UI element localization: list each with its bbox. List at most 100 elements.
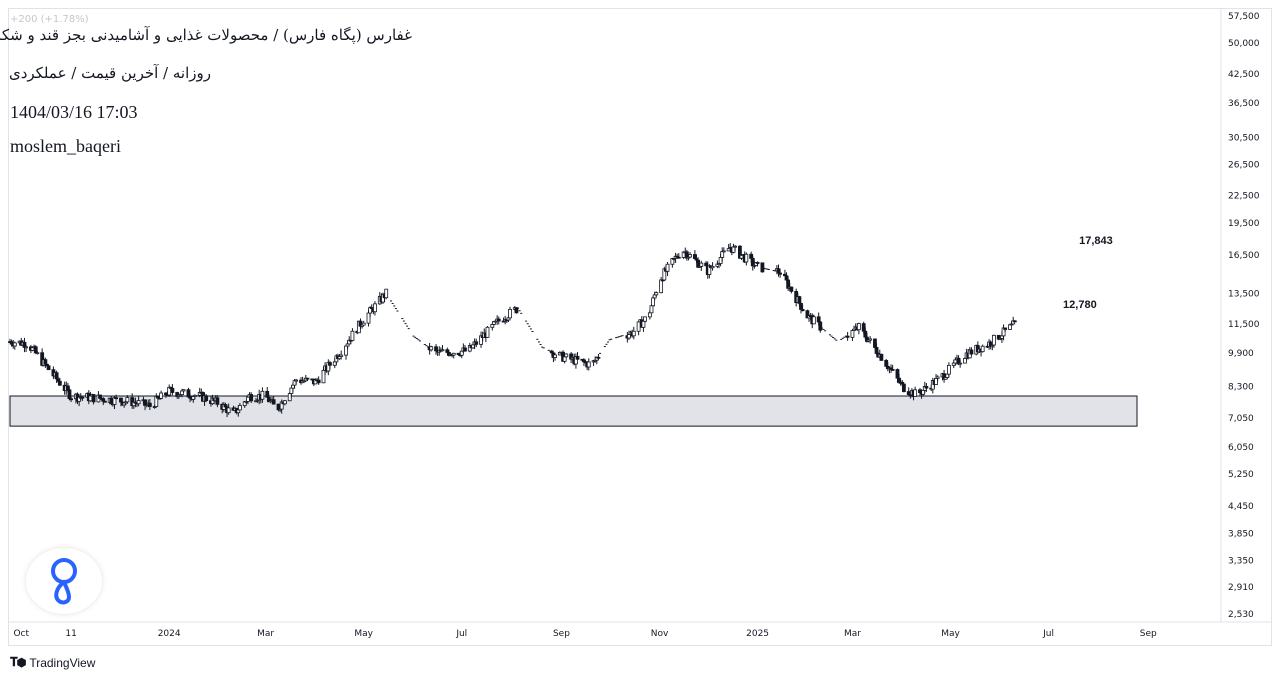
time-tick-label: Jul xyxy=(1042,629,1054,639)
candle xyxy=(654,291,659,297)
candle xyxy=(884,358,889,367)
candle xyxy=(688,252,692,258)
candle xyxy=(390,300,393,302)
candle xyxy=(396,310,399,312)
candle xyxy=(958,359,963,368)
candle xyxy=(692,250,697,260)
candle xyxy=(824,330,827,332)
candle xyxy=(434,344,438,355)
candle xyxy=(969,347,974,356)
candle xyxy=(260,387,265,403)
price-tick-label: 7,050 xyxy=(1228,414,1254,424)
candle xyxy=(474,338,479,348)
chart-datetime: 1404/03/16 17:03 xyxy=(10,102,138,122)
candle xyxy=(832,337,835,339)
candle xyxy=(553,352,557,361)
price-axis: 2,530 2,910 3,350 3,850 4,450 5,250 6,050 7,050… xyxy=(1228,12,1260,620)
candle xyxy=(618,336,621,338)
price-tick-label: 6,050 xyxy=(1228,443,1254,453)
candle xyxy=(147,399,152,410)
candle xyxy=(525,320,528,322)
candle xyxy=(616,336,619,338)
candle xyxy=(603,346,606,348)
candle xyxy=(238,403,242,411)
candle xyxy=(980,344,985,353)
tradingview-label: TradingView xyxy=(29,655,96,670)
candle xyxy=(733,245,737,252)
tradingview-mark-icon: 𝐓⬢ xyxy=(10,655,26,669)
price-tick-label: 2,910 xyxy=(1228,583,1254,593)
candle xyxy=(830,335,833,337)
candle xyxy=(850,329,855,342)
candle xyxy=(631,326,636,340)
candle xyxy=(608,339,611,341)
candle xyxy=(393,305,396,307)
candle xyxy=(361,320,366,326)
candle xyxy=(496,316,501,325)
candle xyxy=(384,288,389,300)
candle xyxy=(316,376,321,385)
chart-subtitle: روزانه / آخرین قیمت / عملکردی xyxy=(8,64,211,82)
candle xyxy=(901,383,906,393)
price-target-label: 17,843 xyxy=(1079,235,1113,247)
time-tick-label: Oct xyxy=(13,629,29,639)
candle xyxy=(547,349,550,351)
candle xyxy=(91,394,96,405)
price-tick-label: 36,500 xyxy=(1228,99,1260,109)
price-target-label: 12,780 xyxy=(1063,299,1097,311)
candle xyxy=(636,321,641,336)
candle xyxy=(350,328,355,341)
time-tick-label: Jul xyxy=(455,629,467,639)
candle xyxy=(947,362,951,378)
candle xyxy=(843,336,846,338)
candle xyxy=(423,343,426,345)
candle xyxy=(619,335,622,337)
candle xyxy=(1012,320,1017,323)
candle xyxy=(514,307,519,314)
candle xyxy=(369,304,374,309)
candle xyxy=(934,374,938,385)
candle xyxy=(596,353,601,361)
price-tick-label: 16,500 xyxy=(1228,251,1260,261)
chart-frame xyxy=(8,8,1272,646)
candle xyxy=(517,307,520,309)
price-tick-label: 2,530 xyxy=(1228,610,1254,620)
candle xyxy=(856,322,861,335)
candle xyxy=(518,310,521,312)
support-zone[interactable] xyxy=(9,395,1138,427)
candle xyxy=(12,341,17,350)
price-tick-label: 30,500 xyxy=(1228,133,1260,143)
price-tick-label: 57,500 xyxy=(1228,12,1260,22)
candle xyxy=(789,286,794,294)
candle xyxy=(845,331,850,341)
time-tick-label: Sep xyxy=(1140,629,1157,639)
candle xyxy=(401,318,404,320)
candle xyxy=(942,369,946,383)
candle xyxy=(841,337,844,339)
candle xyxy=(226,403,231,415)
location-pin-loop-icon[interactable] xyxy=(26,548,102,614)
candle xyxy=(615,337,618,339)
faded-price-change: +200 (+1.78%) xyxy=(10,14,89,25)
candle xyxy=(607,341,610,343)
candle xyxy=(641,319,646,332)
candle xyxy=(699,260,704,271)
candle xyxy=(69,396,73,403)
candle xyxy=(575,352,580,361)
candle xyxy=(564,353,569,358)
time-tick-label: May xyxy=(941,629,960,639)
candle xyxy=(776,264,781,277)
candle xyxy=(811,314,816,325)
candle xyxy=(425,345,428,347)
candle xyxy=(294,378,299,385)
candle xyxy=(822,328,825,330)
candle xyxy=(799,302,803,314)
time-tick-label: Mar xyxy=(844,629,861,639)
candle xyxy=(204,394,209,403)
price-tick-label: 42,500 xyxy=(1228,70,1260,80)
candle xyxy=(536,338,539,340)
candle xyxy=(990,344,995,351)
tradingview-logo[interactable]: 𝐓⬢ TradingView xyxy=(10,655,95,670)
price-tick-label: 3,350 xyxy=(1228,556,1254,566)
